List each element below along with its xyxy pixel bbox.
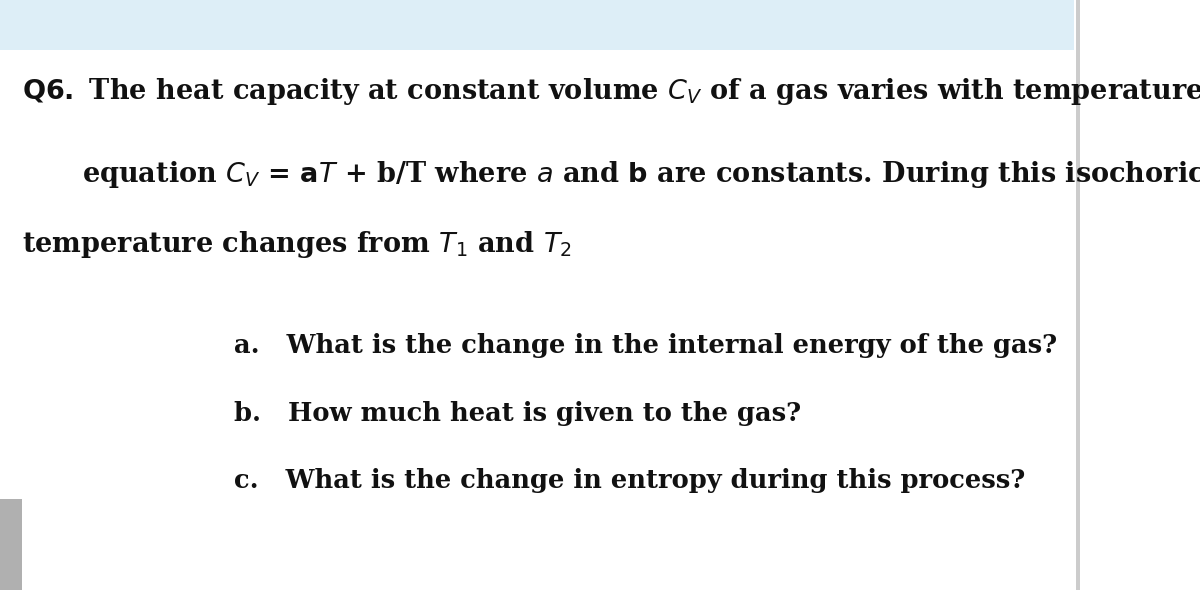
Text: equation $C_V$ = $\bf{a}$$T$ + b/T where $\it{a}$ and $\bf{b}$ are constants. Du: equation $C_V$ = $\bf{a}$$T$ + b/T where…	[82, 159, 1200, 189]
FancyBboxPatch shape	[0, 499, 22, 590]
Text: b.   How much heat is given to the gas?: b. How much heat is given to the gas?	[234, 401, 802, 425]
Text: a.   What is the change in the internal energy of the gas?: a. What is the change in the internal en…	[234, 333, 1057, 358]
Text: temperature changes from $T_1$ and $T_2$: temperature changes from $T_1$ and $T_2$	[22, 230, 571, 260]
Text: c.   What is the change in entropy during this process?: c. What is the change in entropy during …	[234, 468, 1025, 493]
FancyBboxPatch shape	[1076, 0, 1080, 590]
FancyBboxPatch shape	[0, 0, 1074, 50]
Text: $\bf{Q6.}$ The heat capacity at constant volume $C_V$ of a gas varies with tempe: $\bf{Q6.}$ The heat capacity at constant…	[22, 76, 1200, 107]
